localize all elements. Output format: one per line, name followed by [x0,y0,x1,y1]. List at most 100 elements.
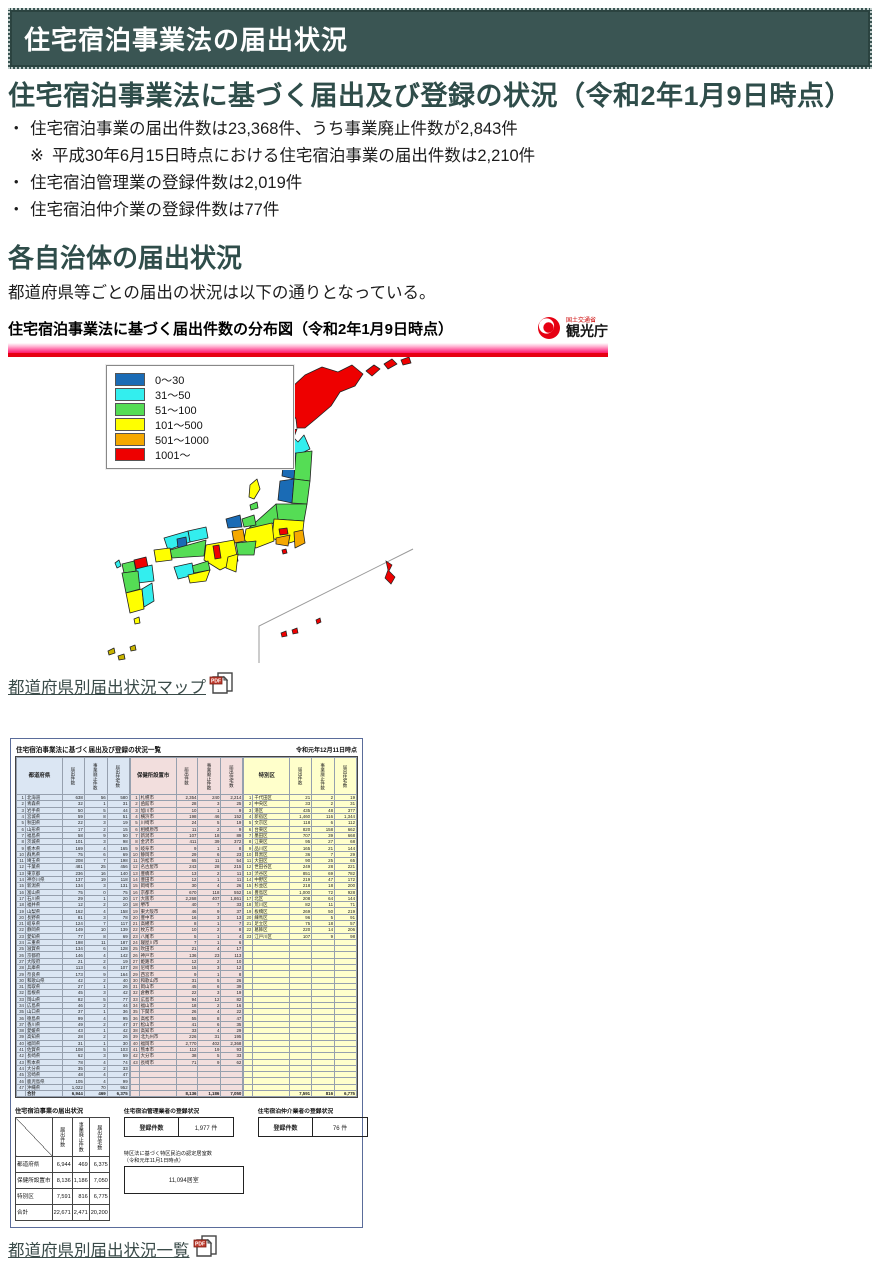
table-row [243,1071,358,1079]
prefecture-group-table: 都道府県 届出件数 事業廃止件数 届出住宅数 1 北海道 638 56 580 2 青森県 32 1 31… [16,757,130,1098]
table-row [129,1077,244,1085]
legend-swatch [115,418,145,432]
jta-ministry-label: 国土交通省 [566,318,597,325]
map-figure: 住宅宿泊事業法に基づく届出件数の分布図（令和2年1月9日時点） 国土交通省 観光… [8,313,872,666]
table-row [243,1039,358,1047]
tokku-box-title: 特区法に基づく特区民泊の認定居室数 （令和元年11月1日時点） [123,1151,212,1164]
total-row: 8,136 1,186 7,050 [129,1089,244,1098]
summary-row: 合計 22,671 2,471 20,200 [15,1204,110,1222]
table-row: 44 大分県 35 2 33 [16,1064,130,1073]
pdf-file-icon[interactable]: PDF [193,1234,219,1263]
summary-row: 特別区 7,591 816 6,775 [15,1188,110,1206]
table-row: 28 兵庫県 113 6 107 [16,964,130,972]
table-row [129,1083,244,1092]
table-row: 43 長崎市 71 9 62 [129,1058,244,1066]
japan-choropleth-map: 0～30 31～50 51～100 101～500 501～1000 1001～ [8,357,872,666]
pdf-file-icon[interactable]: PDF [209,671,235,700]
table-row: 1 札幌市 2,354 240 2,214 [129,794,244,802]
legend-swatch [115,388,145,402]
total-row: 合計 6,944 469 6,375 [16,1089,130,1098]
table-row: 11 埼玉県 208 7 198 [16,856,130,865]
legend-item: 51～100 [115,402,285,417]
table-row: 43 熊本県 78 4 74 [16,1058,130,1066]
table-row: 11 大田区 90 25 65 [243,856,358,865]
table-row: 20 練馬区 96 5 91 [243,913,358,922]
page-title-bar: 住宅宿泊事業法の届出状況 [8,8,872,69]
table-row [243,1058,358,1066]
table-row: 23 八尾市 5 1 4 [129,932,244,940]
map-title-underline [8,343,608,358]
table-row: 16 豊島区 1,000 72 928 [243,888,358,896]
table-row: 47 沖縄県 1,022 70 952 [16,1083,130,1092]
ward-group-table: 特別区 届出件数 事業廃止件数 届出住宅数 1 千代田区 21 2 19 2 中央区 33 2 31 3 港区… [243,757,358,1098]
jta-logo-icon [538,317,560,340]
section-heading: 各自治体の届出状況 [8,243,243,274]
table-row [243,1052,358,1060]
table-summary-zone: 住宅宿泊事業の届出状況 届出件数 事業廃止件数 届出住宅数 都道府県 6,944 469 6… [15,1106,368,1222]
table-row: 14 中野区 219 47 172 [243,875,358,884]
table-row: 33 広島市 94 12 82 [129,995,244,1003]
page-title: 住宅宿泊事業法の届出状況 [24,25,349,55]
table-row: 46 鹿児島県 105 4 99 [16,1077,130,1085]
table-row [243,1033,358,1041]
table-row [129,1064,244,1073]
table-row: 38 高知市 33 4 29 [129,1027,244,1035]
table-row: 4 宮城県 59 8 51 [16,812,130,821]
table-row: 40 福岡県 31 1 30 [16,1039,130,1047]
bullet-item: ・住宅宿泊事業の届出件数は23,368件、うち事業廃止件数が2,843件 [8,120,518,139]
svg-text:PDF: PDF [195,1242,205,1248]
table-row: 45 宮崎県 48 4 47 [16,1071,130,1079]
bullet-list: ・住宅宿泊事業の届出件数は23,368件、うち事業廃止件数が2,843件 ※ 平成3… [8,116,872,224]
table-row: 37 松山市 41 6 35 [129,1020,244,1029]
prefecture-table-grid: 都道府県 届出件数 事業廃止件数 届出住宅数 1 北海道 638 56 580 2 青森県 32 1 31… [15,756,358,1099]
table-row [243,1077,358,1085]
chukai-registration-box: 登録件数 76 件 [257,1117,368,1138]
table-row [243,1083,358,1092]
svg-text:PDF: PDF [211,678,221,684]
legend-item: 1001～ [115,447,285,462]
main-heading: 住宅宿泊事業法に基づく届出及び登録の状況（令和2年1月9日時点） [8,81,853,111]
table-row: 37 香川県 49 2 47 [16,1020,130,1029]
japan-map-image [107,357,414,664]
legend-item: 31～50 [115,387,285,402]
table-row [243,1064,358,1073]
list-pdf-link[interactable]: 都道府県別届出状況一覧 [8,1242,190,1261]
table-row: 1 千代田区 21 2 19 [243,794,358,802]
map-legend: 0～30 31～50 51～100 101～500 501～1000 1001～ [106,365,294,470]
map-pdf-link[interactable]: 都道府県別届出状況マップ [8,679,206,698]
table-row: 40 福岡市 2,770 402 2,368 [129,1039,244,1047]
jta-logo: 国土交通省 観光庁 [536,315,608,341]
table-title: 住宅宿泊事業法に基づく届出及び登録の状況一覧 [16,747,162,755]
tokku-room-count-box: 11,094居室 [123,1165,244,1194]
table-row: 8 茨城県 101 3 98 [16,838,130,846]
chukai-box-title: 住宅宿泊仲介業者の登録状況 [257,1109,334,1116]
summary-table-title: 住宅宿泊事業の届出状況 [15,1108,84,1116]
table-row: 41 熊本市 112 19 93 [129,1045,244,1054]
table-row: 6 台東区 820 158 662 [243,825,358,833]
table-row [243,1045,358,1054]
table-row: 38 愛媛県 43 1 42 [16,1027,130,1035]
legend-swatch [115,433,145,447]
summary-row: 保健所設置市 8,136 1,186 7,050 [15,1172,110,1190]
legend-item: 501～1000 [115,432,285,447]
table-row: 34 広島県 46 2 44 [16,1001,130,1010]
map-title-bar: 住宅宿泊事業法に基づく届出件数の分布図（令和2年1月9日時点） 国土交通省 観光… [8,313,608,343]
table-row [243,1027,358,1035]
bullet-item: ・住宅宿泊管理業の登録件数は2,019件 [8,174,303,193]
table-row [129,1071,244,1079]
total-row: 7,591 816 6,775 [243,1089,358,1098]
table-row: 39 高知県 28 2 26 [16,1033,130,1041]
table-row [243,1020,358,1029]
table-figure: 住宅宿泊事業法に基づく届出及び登録の状況一覧 令和元年12月11日時点 都道府県… [10,738,368,1229]
bullet-item: ・住宅宿泊仲介業の登録件数は77件 [8,201,280,220]
table-row: 16 富山県 75 0 75 [16,888,130,896]
kanri-registration-box: 登録件数 1,977 件 [123,1117,234,1138]
table-row: 22 葛飾区 220 14 206 [243,926,358,934]
table-row: 12 千葉県 481 25 456 [16,863,130,871]
map-title: 住宅宿泊事業法に基づく届出件数の分布図（令和2年1月9日時点） [8,320,454,338]
table-row: 42 大分市 38 5 33 [129,1052,244,1060]
table-row: 25 滋賀県 134 6 128 [16,945,130,953]
legend-swatch [115,403,145,417]
table-row: 42 長崎県 62 3 59 [16,1052,130,1060]
section-intro: 都道府県等ごとの届出の状況は以下の通りとなっている。 [8,284,436,303]
